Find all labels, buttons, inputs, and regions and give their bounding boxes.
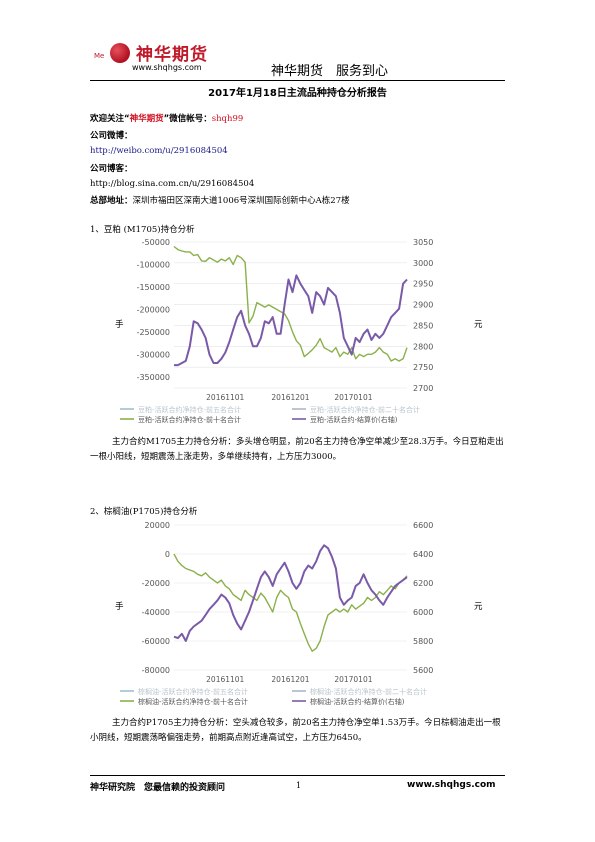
section2-heading: 2、棕榈油(P1705)持仓分析	[90, 507, 198, 517]
chart2-svg: 20000 0 -20000 -40000 -60000 -80000 6600 6400 62…	[120, 521, 433, 706]
header-slogan: 神华期货 服务到心	[271, 64, 389, 79]
header-divider	[90, 80, 505, 81]
chart2-left-tick: -60000	[142, 637, 170, 646]
chart1-x-tick: 20161101	[206, 393, 244, 402]
footer-divider	[90, 775, 505, 776]
chart2-right-tick: 6600	[413, 521, 433, 530]
chart2-left-tick: -40000	[142, 608, 170, 617]
footer-right: www.shqhgs.com	[407, 780, 496, 790]
chart2-x-tick: 20170101	[334, 675, 372, 684]
chart1-svg: -50000 -100000 -150000 -200000 -250000 -30000…	[120, 238, 433, 424]
logo-mark: Me	[94, 52, 105, 60]
section2-paragraph: 主力合约P1705主力持仓分析：空头减仓较多，前20名主力持仓净空单1.53万手…	[90, 718, 501, 743]
chart1-right-tick: 2850	[413, 321, 433, 330]
blog-label: 公司博客：	[90, 164, 133, 174]
address-text: 深圳市福田区深南大道1006号深圳国际创新中心A栋27楼	[132, 196, 350, 206]
chart2-legend-label: 棕榈油-活跃合约净持仓-前二十名合计	[310, 687, 427, 696]
chart2-left-tick: 0	[165, 550, 170, 559]
chart2-left-tick: -20000	[142, 579, 170, 588]
weibo-link[interactable]: http://weibo.com/u/2916084504	[90, 146, 228, 156]
address-label: 总部地址：	[90, 196, 133, 206]
chart2-right-tick: 5800	[413, 637, 433, 646]
footer-left: 神华研究院 您最信赖的投资顾问	[90, 783, 226, 793]
chart2-legend-label: 棕榈油-活跃合约净持仓-前五名合计	[138, 687, 248, 696]
chart1-right-tick: 3000	[413, 259, 433, 268]
chart1-left-tick: -100000	[137, 260, 170, 269]
chart1-right-tick: 3050	[413, 238, 433, 247]
chart1-left-unit: 手	[115, 320, 124, 330]
document-title: 2017年1月18日主流品种持仓分析报告	[208, 88, 387, 99]
chart2-x-tick: 20161101	[206, 675, 244, 684]
wechat-mid: ”微信帐号：	[163, 114, 212, 124]
chart1: -50000 -100000 -150000 -200000 -250000 -30000…	[112, 234, 465, 428]
blog-link[interactable]: http://blog.sina.com.cn/u/2916084504	[90, 179, 255, 189]
chart2-legend-label: 棕榈油-活跃合约净持仓-前十名合计	[138, 697, 248, 706]
logo-text: 神华期货	[136, 45, 208, 65]
chart2-left-tick: 20000	[145, 521, 170, 530]
wechat-id: shqh99	[211, 114, 244, 124]
chart1-left-tick: -200000	[137, 305, 170, 314]
chart1-right-tick: 2900	[413, 301, 433, 310]
section1-paragraph: 主力合约M1705主力持仓分析：多头增仓明显，前20名主力持仓净空单减少至28.…	[90, 437, 504, 462]
chart2-legend-label: 棕榈油-活跃合约-结算价(右轴)	[310, 697, 405, 706]
wechat-line: 欢迎关注“神华期货”微信帐号：shqh99	[90, 112, 243, 124]
chart1-series-line	[174, 274, 408, 367]
chart2-right-tick: 5600	[413, 666, 433, 675]
chart1-legend-label: 豆粕-活跃合约-结算价(右轴)	[310, 415, 398, 424]
chart1-left-tick: -250000	[137, 328, 170, 337]
chart1-right-tick: 2800	[413, 342, 433, 351]
chart2-left-tick: -80000	[142, 666, 170, 675]
chart1-series-line	[173, 245, 408, 362]
chart2-right-unit: 元	[474, 602, 483, 612]
chart2-right-tick: 6000	[413, 608, 433, 617]
chart1-right-tick: 2950	[413, 280, 433, 289]
chart2-series-line	[173, 544, 408, 642]
chart2-left-unit: 手	[115, 602, 124, 612]
chart1-legend-label: 豆粕-活跃合约净持仓-前二十名合计	[310, 405, 420, 414]
chart2-series-line	[173, 553, 408, 652]
chart2-right-tick: 6400	[413, 550, 433, 559]
page-number: 1	[296, 781, 302, 790]
chart1-legend-label: 豆粕-活跃合约净持仓-前十名合计	[138, 415, 241, 424]
chart1-right-tick: 2750	[413, 363, 433, 372]
logo-emblem-icon	[110, 43, 130, 63]
chart1-x-tick: 20161201	[271, 393, 309, 402]
chart1-left-tick: -300000	[137, 350, 170, 359]
logo-url: www.shqhgs.com	[132, 63, 202, 72]
chart1-right-unit: 元	[474, 320, 483, 330]
chart1-left-tick: -150000	[137, 283, 170, 292]
wechat-prefix: 欢迎关注“	[90, 114, 130, 124]
chart2-right-tick: 6200	[413, 579, 433, 588]
chart1-left-tick: -50000	[142, 238, 170, 247]
chart2-x-tick: 20161201	[271, 675, 309, 684]
chart1-legend-label: 豆粕-活跃合约净持仓-前五名合计	[138, 405, 241, 414]
weibo-label: 公司微博：	[90, 131, 133, 141]
section1-heading: 1、豆粕 (M1705)持仓分析	[90, 225, 195, 235]
chart1-left-tick: -350000	[137, 373, 170, 382]
chart2: 20000 0 -20000 -40000 -60000 -80000 6600 6400 62…	[112, 517, 465, 710]
chart1-x-tick: 20170101	[334, 393, 372, 402]
address-line: 总部地址：深圳市福田区深南大道1006号深圳国际创新中心A栋27楼	[90, 194, 350, 206]
chart1-right-tick: 2700	[413, 384, 433, 393]
wechat-name: 神华期货	[129, 114, 164, 124]
